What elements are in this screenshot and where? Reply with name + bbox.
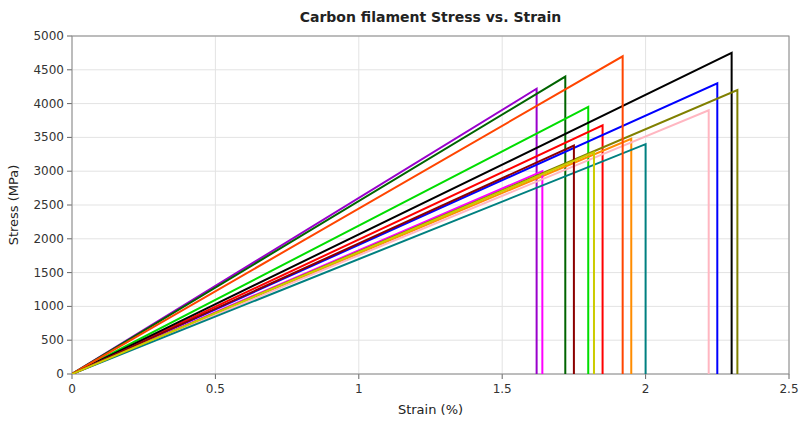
series-line [72, 83, 717, 374]
title: Carbon filament Stress vs. Strain [300, 9, 562, 25]
series-group [72, 53, 737, 374]
y-axis-label: Stress (MPa) [6, 165, 21, 246]
tick [502, 374, 503, 379]
tick [67, 69, 72, 70]
chart: 0 0.5 1 1.5 2 2.5 0 500 1000 1500 2000 2500 3000 3500… [0, 0, 811, 424]
series-line [72, 152, 594, 374]
series-line [72, 56, 623, 374]
tick-label: 0 [56, 367, 64, 381]
tick [67, 137, 72, 138]
tick [358, 374, 359, 379]
grid-line [72, 103, 789, 104]
tick [67, 340, 72, 341]
tick-label: 1 [355, 382, 363, 396]
series-line [72, 90, 737, 374]
plot-frame [72, 36, 789, 374]
series-line [72, 139, 631, 374]
tick [645, 374, 646, 379]
grid-line [72, 171, 789, 172]
grid-line [72, 137, 789, 138]
tick [67, 205, 72, 206]
tick [72, 374, 73, 379]
tick-label: 2000 [33, 232, 64, 246]
series-line [72, 53, 732, 374]
tick [67, 374, 72, 375]
grid-line [72, 340, 789, 341]
series-line [72, 77, 565, 374]
series-line [72, 110, 709, 374]
tick-label: 5000 [33, 29, 64, 43]
grid-line [72, 238, 789, 239]
tick [215, 374, 216, 379]
tick-label: 3500 [33, 130, 64, 144]
tick-label: 0 [68, 382, 76, 396]
tick-label: 1500 [33, 266, 64, 280]
series-line [72, 125, 603, 374]
grid-line [72, 306, 789, 307]
grid-line [72, 69, 789, 70]
tick-label: 2 [642, 382, 650, 396]
tick [67, 103, 72, 104]
grid [72, 36, 789, 374]
series-line [72, 107, 588, 374]
tick [67, 272, 72, 273]
x-axis-label: Strain (%) [398, 402, 463, 417]
tick [789, 374, 790, 379]
tick-label: 1000 [33, 299, 64, 313]
tick-label: 500 [41, 333, 64, 347]
tick [67, 171, 72, 172]
tick-label: 2500 [33, 198, 64, 212]
tick-label: 4000 [33, 97, 64, 111]
tick-label: 2.5 [779, 382, 798, 396]
tick [67, 238, 72, 239]
plot-background [72, 36, 789, 374]
series-line [72, 146, 574, 374]
tick-label: 0.5 [206, 382, 225, 396]
tick-label: 3000 [33, 164, 64, 178]
series-line [72, 144, 646, 374]
tick-label: 1.5 [493, 382, 512, 396]
tick [67, 36, 72, 37]
tick [67, 306, 72, 307]
axes: 0 0.5 1 1.5 2 2.5 0 500 1000 1500 2000 2500 3000 3500… [33, 29, 798, 396]
grid-line [72, 272, 789, 273]
tick-label: 4500 [33, 63, 64, 77]
